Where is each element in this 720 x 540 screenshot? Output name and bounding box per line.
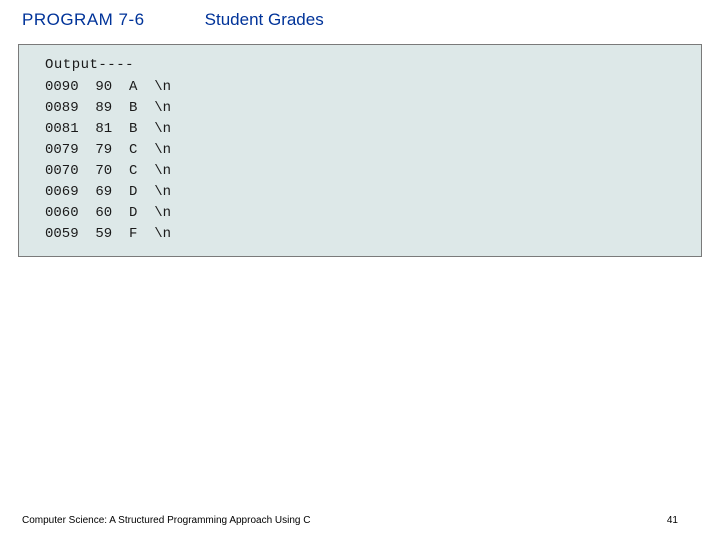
footer-text: Computer Science: A Structured Programmi… [22, 515, 310, 526]
output-rows: 0090 90 A \n0089 89 B \n0081 81 B \n0079… [45, 77, 701, 245]
slide-title: Student Grades [205, 10, 324, 30]
output-row: 0089 89 B \n [45, 98, 701, 119]
program-label: PROGRAM 7-6 [22, 10, 145, 30]
output-panel: Output---- 0090 90 A \n0089 89 B \n0081 … [18, 44, 702, 257]
page-number: 41 [667, 515, 678, 526]
output-header: Output---- [45, 57, 701, 73]
output-row: 0079 79 C \n [45, 140, 701, 161]
output-row: 0069 69 D \n [45, 182, 701, 203]
slide-header: PROGRAM 7-6 Student Grades [22, 10, 324, 30]
output-row: 0070 70 C \n [45, 161, 701, 182]
output-row: 0060 60 D \n [45, 203, 701, 224]
output-row: 0059 59 F \n [45, 224, 701, 245]
output-row: 0090 90 A \n [45, 77, 701, 98]
output-row: 0081 81 B \n [45, 119, 701, 140]
